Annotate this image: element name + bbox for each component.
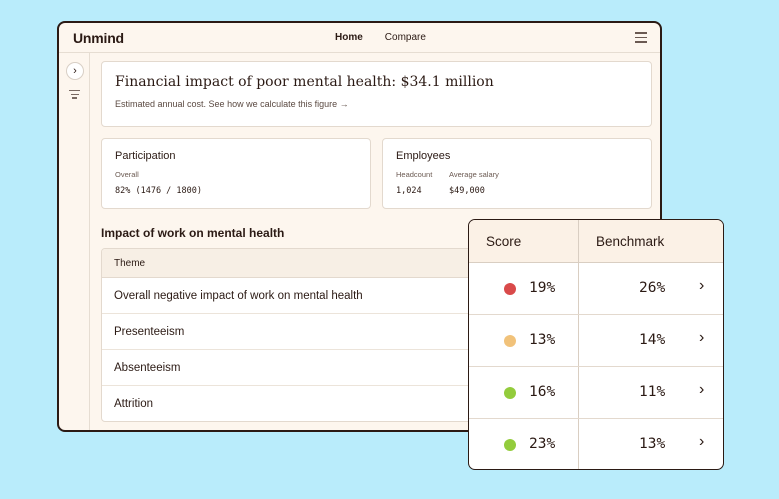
table-row[interactable]: Absenteeism xyxy=(102,350,660,386)
chevron-right-icon[interactable]: › xyxy=(699,433,705,450)
logo: Unmind xyxy=(73,30,124,46)
score-row[interactable]: 13% 14% › xyxy=(469,315,723,367)
benchmark-header: Benchmark xyxy=(596,234,665,249)
benchmark-value: 13% xyxy=(639,436,666,452)
benchmark-value: 26% xyxy=(639,280,666,296)
benchmark-value: 14% xyxy=(639,332,666,348)
score-value: 23% xyxy=(529,436,556,452)
score-value: 13% xyxy=(529,332,556,348)
main-nav: Home Compare xyxy=(335,32,426,43)
financial-impact-link[interactable]: Estimated annual cost. See how we calcul… xyxy=(115,99,349,109)
status-dot xyxy=(504,387,516,399)
table-row[interactable]: Overall negative impact of work on menta… xyxy=(102,278,660,314)
nav-home[interactable]: Home xyxy=(335,32,363,43)
benchmark-value: 11% xyxy=(639,384,666,400)
salary-value: $49,000 xyxy=(449,186,485,196)
filter-icon[interactable] xyxy=(69,90,80,101)
employees-card: Employees Headcount Average salary 1,024… xyxy=(382,138,652,209)
participation-value: 82% (1476 / 1800) xyxy=(115,186,202,196)
status-dot xyxy=(504,283,516,295)
status-dot xyxy=(504,335,516,347)
nav-compare[interactable]: Compare xyxy=(384,32,426,43)
financial-impact-title: Financial impact of poor mental health: … xyxy=(115,74,494,90)
participation-title: Participation xyxy=(115,150,176,162)
table-row[interactable]: Presenteeism xyxy=(102,314,660,350)
score-value: 19% xyxy=(529,280,556,296)
score-value: 16% xyxy=(529,384,556,400)
panel-header: Score Benchmark xyxy=(469,220,723,263)
headcount-label: Headcount xyxy=(396,170,433,179)
employees-title: Employees xyxy=(396,150,451,162)
chevron-right-icon[interactable]: › xyxy=(699,277,705,294)
table-row[interactable]: Attrition xyxy=(114,398,153,410)
score-benchmark-panel: Score Benchmark 19% 26% › 13% 14% › 16% … xyxy=(468,219,724,470)
chevron-right-icon[interactable]: › xyxy=(699,329,705,346)
hamburger-menu-icon[interactable] xyxy=(635,32,647,43)
score-row[interactable]: 23% 13% › xyxy=(469,419,723,469)
sidebar: › xyxy=(59,53,90,430)
status-dot xyxy=(504,439,516,451)
score-row[interactable]: 19% 26% › xyxy=(469,263,723,315)
sidebar-expand-button[interactable]: › xyxy=(66,62,84,80)
chevron-right-icon[interactable]: › xyxy=(699,381,705,398)
financial-impact-card: Financial impact of poor mental health: … xyxy=(101,61,652,127)
participation-card: Participation Overall 82% (1476 / 1800) xyxy=(101,138,371,209)
score-row[interactable]: 16% 11% › xyxy=(469,367,723,419)
salary-label: Average salary xyxy=(449,170,499,179)
top-bar: Unmind Home Compare xyxy=(59,23,660,53)
section-title: Impact of work on mental health xyxy=(101,226,285,240)
participation-label: Overall xyxy=(115,170,139,179)
score-header: Score xyxy=(486,234,522,249)
headcount-value: 1,024 xyxy=(396,186,422,196)
